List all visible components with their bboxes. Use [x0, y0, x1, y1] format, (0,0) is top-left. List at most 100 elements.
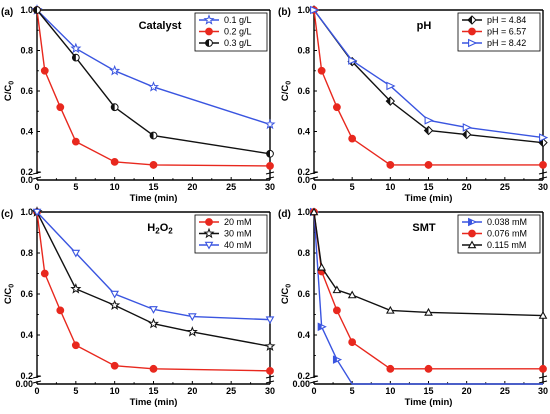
data-point-fill	[333, 356, 337, 363]
legend-label: 0.3 g/L	[224, 38, 252, 48]
data-point-fill	[539, 138, 543, 147]
data-point	[264, 118, 276, 130]
y-axis-title: C/C0	[3, 284, 16, 304]
legend-label: pH = 6.57	[487, 27, 526, 37]
data-point	[310, 5, 320, 15]
series-line	[36, 211, 271, 347]
y-tick-label: 0.4	[20, 330, 33, 340]
legend-label: 30 mM	[224, 229, 252, 239]
panel-title-part: Catalyst	[139, 20, 182, 32]
x-tick-label: 25	[500, 182, 510, 192]
x-tick-label: 25	[500, 386, 510, 396]
data-point	[386, 81, 396, 91]
x-tick-label: 10	[110, 182, 120, 192]
x-tick-label: 20	[462, 182, 472, 192]
data-point-fill	[111, 103, 115, 111]
panel-a: 0 5 10 15 20 25 30 0.00.2 0.4 0.6 0.8 1.0 Time (min)…	[1, 4, 276, 204]
y-tick-label: 0.0	[20, 175, 33, 185]
y-tick-label: 1.0	[20, 207, 33, 217]
legend-label: pH = 8.42	[487, 38, 526, 48]
x-tick-label: 0	[311, 386, 316, 396]
panel-label: (c)	[1, 209, 13, 220]
y-axis-title-main: C/C	[3, 288, 14, 305]
legend-label: 40 mM	[224, 240, 252, 250]
data-point	[149, 161, 158, 169]
y-axis-title-main: C/C	[280, 85, 291, 102]
data-point	[70, 283, 82, 294]
data-point	[147, 81, 160, 92]
x-tick-label: 30	[265, 182, 275, 192]
data-point-fill	[150, 132, 154, 139]
legend-swatch-marker-fill	[205, 39, 209, 47]
data-point	[347, 290, 357, 299]
y-tick-label: 0.4	[297, 330, 310, 340]
y-axis-title: C/C0	[280, 284, 293, 304]
x-tick-label: 5	[73, 182, 78, 192]
y-tick-label: 0.2	[20, 371, 33, 381]
x-tick-label: 10	[385, 182, 395, 192]
panel-b: 0 5 10 15 20 25 30 0.00.2 0.4 0.6 0.8 1.0 Time (min)…	[278, 5, 549, 204]
y-tick-label: 0.4	[297, 127, 310, 137]
panel-label: (b)	[278, 7, 291, 18]
panel-title-part: pH	[417, 20, 432, 32]
series-group	[310, 6, 547, 169]
data-point	[348, 134, 357, 143]
panel-title-part: O	[160, 222, 169, 234]
legend-label: 0.038 mM	[487, 217, 527, 227]
legend-swatch-marker-fill	[468, 16, 472, 24]
panel-title-sub: 2	[168, 227, 173, 236]
data-point-fill	[72, 54, 76, 61]
x-tick-label: 5	[73, 386, 78, 396]
y-tick-label: 0.2	[20, 167, 33, 177]
legend-swatch-marker	[204, 241, 214, 250]
data-point	[186, 326, 198, 337]
y-axis-title: C/C0	[3, 81, 16, 101]
x-axis-title: Time (min)	[405, 397, 453, 408]
series-line	[313, 9, 544, 139]
data-point	[110, 290, 120, 299]
data-point	[71, 341, 80, 350]
y-tick-label: 0.4	[20, 127, 33, 137]
data-point	[424, 116, 434, 125]
x-tick-label: 30	[265, 386, 275, 396]
data-point-fill	[386, 97, 391, 106]
panel-label: (d)	[278, 209, 291, 220]
panel-title-part: H	[147, 222, 155, 234]
series-group	[310, 5, 549, 142]
data-point	[71, 137, 80, 146]
data-point	[539, 161, 547, 169]
data-point	[110, 361, 119, 370]
y-axis-title: C/C0	[280, 81, 293, 101]
x-tick-label: 5	[350, 182, 355, 192]
data-point	[332, 285, 342, 294]
y-tick-label: 1.0	[20, 5, 33, 15]
panel-title: SMT	[412, 222, 436, 234]
data-point	[333, 306, 341, 315]
y-tick-label: 0.8	[297, 46, 310, 56]
x-tick-label: 10	[110, 386, 120, 396]
legend-swatch-marker	[468, 38, 478, 48]
axis-break-mark	[265, 171, 275, 175]
x-axis-title: Time (min)	[405, 193, 453, 204]
y-tick-label: 0.6	[20, 289, 33, 299]
data-point	[266, 366, 274, 375]
x-tick-label: 0	[311, 182, 316, 192]
y-tick-label: 0.2	[297, 167, 310, 177]
data-point	[110, 157, 119, 166]
data-point	[109, 299, 121, 310]
data-point	[147, 317, 160, 329]
panel-title-sub: 2	[155, 227, 160, 236]
data-point	[424, 364, 433, 373]
x-tick-label: 25	[226, 386, 236, 396]
y-axis-title-main: C/C	[280, 288, 291, 305]
legend-swatch-marker	[205, 27, 213, 36]
legend-swatch-marker	[203, 227, 215, 239]
series-group	[33, 6, 274, 158]
series-group	[32, 208, 275, 325]
legend-swatch-marker	[203, 14, 215, 25]
x-tick-label: 5	[350, 386, 355, 396]
y-tick-label: 0.00	[15, 379, 33, 389]
x-tick-label: 20	[462, 386, 472, 396]
data-point-fill	[33, 6, 37, 14]
legend-swatch-marker-fill	[468, 218, 472, 226]
